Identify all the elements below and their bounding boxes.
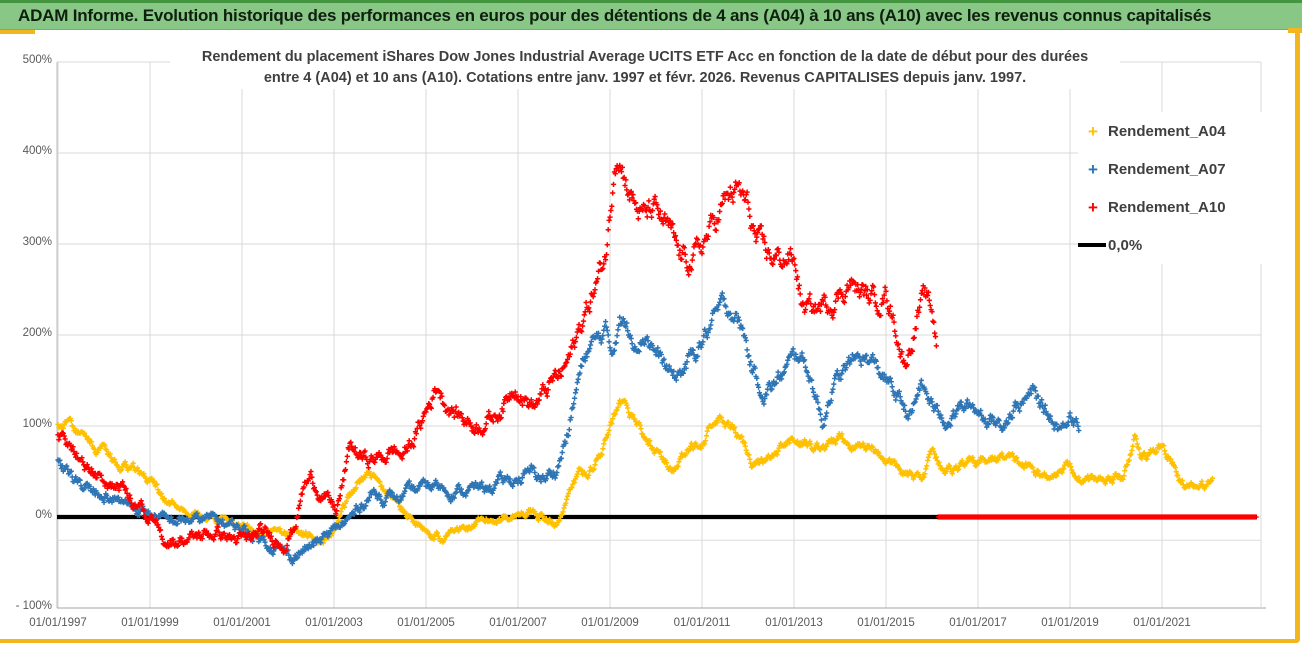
y-tick-label: 100% (22, 418, 52, 430)
legend-label: Rendement_A04 (1108, 122, 1226, 140)
header-banner: ADAM Informe. Evolution historique des p… (0, 0, 1302, 30)
y-tick-label: 400% (22, 145, 52, 157)
x-tick-label: 01/01/2015 (857, 617, 915, 629)
y-tick-label: 300% (22, 236, 52, 248)
chart-title-line1: Rendement du placement iShares Dow Jones… (201, 49, 1089, 65)
x-tick-label: 01/01/2021 (1133, 617, 1191, 629)
x-tick-label: 01/01/1997 (29, 617, 87, 629)
x-tick-label: 01/01/1999 (121, 617, 179, 629)
chart-legend: + Rendement_A04 + Rendement_A07 + Rendem… (1078, 112, 1290, 264)
y-tick-label: 500% (22, 54, 52, 66)
chart-title: Rendement du placement iShares Dow Jones… (170, 47, 1120, 89)
series-Rendement_A07 (55, 290, 1082, 567)
legend-item-zero[interactable]: 0,0% (1078, 226, 1290, 264)
header-title: ADAM Informe. Evolution historique des p… (18, 6, 1212, 25)
x-tick-label: 01/01/2003 (305, 617, 363, 629)
y-tick-label: 200% (22, 327, 52, 339)
legend-label: Rendement_A10 (1108, 198, 1226, 216)
legend-label: Rendement_A07 (1108, 160, 1226, 178)
plus-marker-icon: + (1088, 159, 1098, 179)
legend-label: 0,0% (1108, 236, 1143, 254)
gold-frame-bottom (0, 639, 1300, 643)
x-tick-label: 01/01/2001 (213, 617, 271, 629)
x-tick-label: 01/01/2007 (489, 617, 547, 629)
x-tick-label: 01/01/2013 (765, 617, 823, 629)
x-tick-label: 01/01/2005 (397, 617, 455, 629)
plus-marker-icon: + (1088, 197, 1098, 217)
legend-item-a10[interactable]: + Rendement_A10 (1078, 188, 1290, 226)
x-tick-label: 01/01/2009 (581, 617, 639, 629)
chart-title-line2: entre 4 (A04) et 10 ans (A10). Cotations… (263, 70, 1027, 86)
x-tick-label: 01/01/2017 (949, 617, 1007, 629)
plus-marker-icon: + (1088, 121, 1098, 141)
y-tick-label: 0% (35, 509, 52, 521)
y-tick-label: - 100% (15, 600, 52, 612)
x-tick-label: 01/01/2011 (673, 617, 731, 629)
series-Rendement_A10 (55, 162, 1259, 556)
gold-frame-top-left (0, 30, 35, 34)
legend-item-a04[interactable]: + Rendement_A04 (1078, 112, 1290, 150)
gold-frame-right (1295, 30, 1300, 643)
legend-item-a07[interactable]: + Rendement_A07 (1078, 150, 1290, 188)
black-line-icon (1078, 243, 1106, 247)
x-tick-label: 01/01/2019 (1041, 617, 1099, 629)
